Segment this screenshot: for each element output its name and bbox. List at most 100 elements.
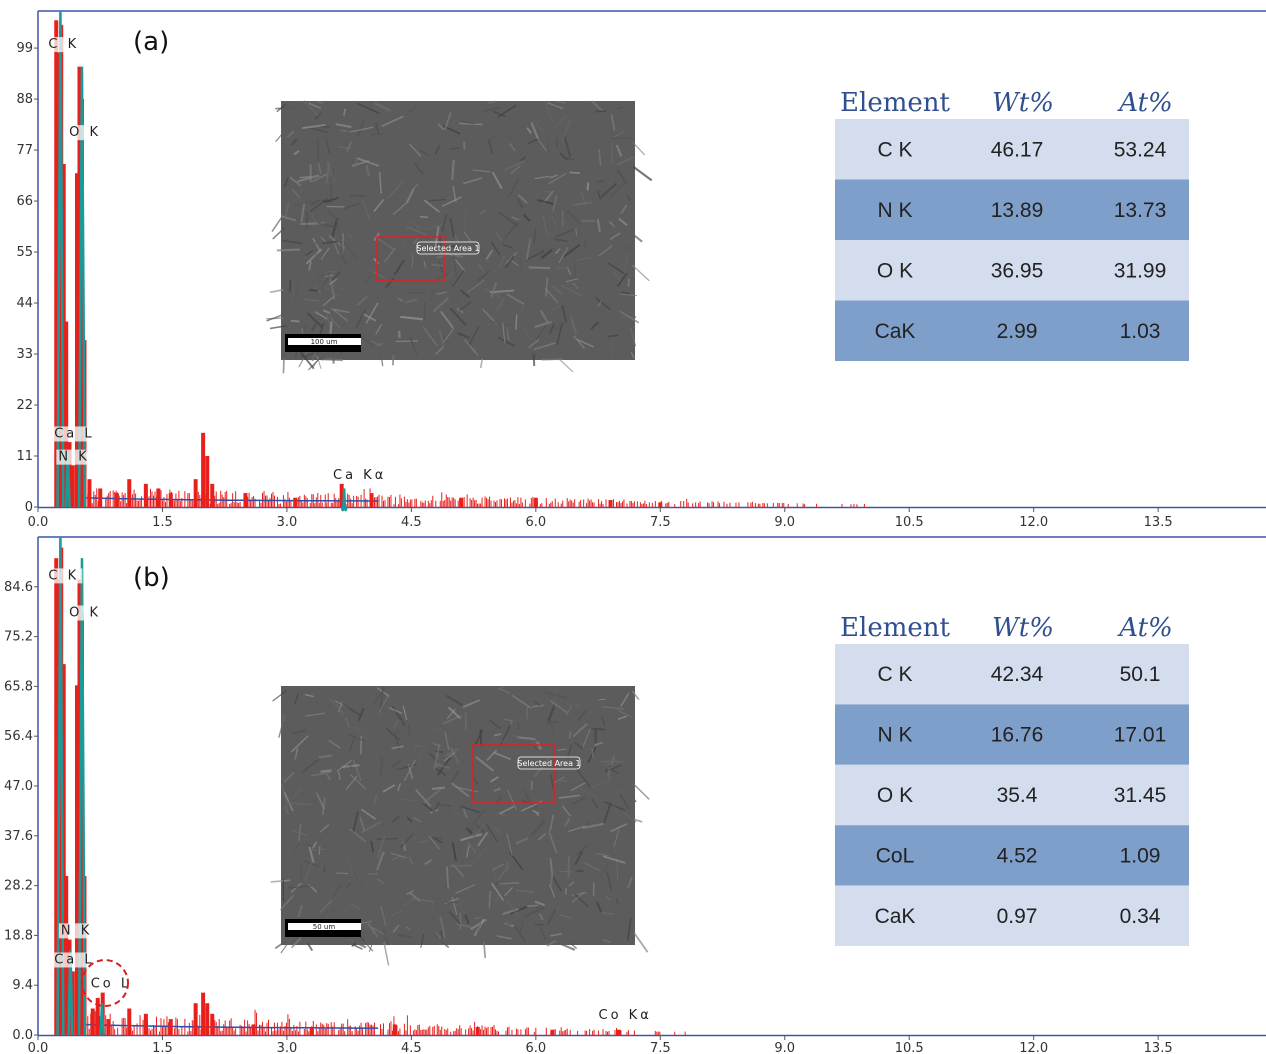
x-tick-label: 7.5 [650,515,671,530]
spectrum-bar [201,432,206,507]
spectrum-bar [143,483,148,507]
spectrum-bar [79,99,84,507]
sem-texture [557,748,567,751]
sem-texture [395,340,418,343]
background-fit-line [79,496,379,502]
sem-texture [558,942,576,951]
sem-texture [566,267,572,276]
sem-texture [479,209,487,215]
sem-texture [361,821,382,834]
x-tick-label: 0.0 [28,1041,49,1054]
sem-texture [436,291,447,295]
sem-texture [508,142,516,152]
sem-texture [301,758,320,773]
sem-texture [551,815,565,827]
sem-texture [437,123,445,131]
sem-texture [373,794,378,805]
spectrum-bar [74,173,79,508]
sem-texture [548,831,558,854]
sem-texture [535,324,547,341]
spectrum-bar [616,1029,621,1035]
sem-texture [505,898,520,918]
sem-texture [298,349,309,368]
sem-texture [495,331,501,340]
sem-texture [633,818,643,823]
sem-texture [474,922,482,940]
sem-texture [534,321,552,328]
fit-peak [98,1003,106,1036]
sem-texture [604,283,621,302]
table-cell: 13.73 [1114,199,1167,222]
y-tick-label: 37.6 [4,829,33,844]
sem-texture [617,709,633,718]
sem-texture [272,226,286,240]
table-cell: O K [877,259,913,282]
sem-texture [281,713,286,722]
sem-texture [545,139,550,156]
sem-texture [320,769,332,773]
sem-texture [329,321,333,334]
sem-texture [591,798,599,809]
sem-texture [595,297,612,311]
spectrum-bar [156,488,161,507]
sem-texture [374,122,380,135]
sem-texture [459,122,483,126]
sem-texture [379,686,384,709]
sem-texture [573,335,586,349]
table-cell: 1.03 [1120,320,1161,343]
sem-texture [302,124,326,129]
sem-texture [375,851,385,871]
table-row [835,300,1189,361]
sem-texture [313,251,317,274]
sem-texture [601,693,613,713]
sem-texture [559,152,569,161]
sem-texture [562,805,572,817]
sem-texture [499,254,506,268]
panel-a: 0 11 22 33 44 55 66 77 88 99 0.0 1.5 3.0 4.5 6.0 7.5 9.0… [16,10,1266,530]
sem-texture [292,842,301,855]
sem-texture [443,751,456,762]
y-tick-label: 65.8 [4,679,33,694]
sem-texture [370,840,374,853]
spectrum-bar [210,483,215,507]
sem-texture [534,248,556,251]
sem-texture [463,231,472,243]
sem-texture [517,347,535,361]
table-cell: 16.76 [991,724,1044,747]
sem-texture [532,744,540,752]
spectrum-bar [106,1019,111,1035]
sem-texture [540,249,553,259]
sem-texture [629,327,637,347]
sem-texture [627,876,633,889]
table-cell: N K [877,199,912,222]
sem-texture [392,924,400,933]
spectrum-noise [87,1009,686,1035]
sem-texture [555,100,566,104]
sem-texture [604,691,611,697]
table-cell: 13.89 [991,199,1044,222]
spectrum-bar [243,493,248,507]
sem-texture [405,820,418,842]
sem-texture [570,781,587,792]
sem-texture [526,127,532,134]
sem-texture [533,757,550,778]
sem-texture [420,934,425,949]
sem-texture [269,325,287,330]
sem-texture [537,199,554,205]
sem-texture [449,147,461,150]
sem-texture [318,754,333,759]
sem-texture [276,103,287,113]
peak-label: Ca L [54,952,94,967]
sem-texture [542,190,553,194]
sem-texture [566,704,573,716]
table-cell: 53.24 [1114,138,1167,161]
panel-b: 0.0 9.4 18.8 28.2 37.6 47.0 56.4 65.8 75.2 84.6 0.… [4,536,1266,1054]
sem-texture [451,842,457,862]
sem-texture [311,323,317,332]
peak-label-bg [67,605,104,621]
sem-texture [418,743,425,764]
sem-texture [347,733,367,743]
sem-texture [450,782,470,798]
sem-texture [506,328,510,341]
sem-texture [433,744,441,768]
